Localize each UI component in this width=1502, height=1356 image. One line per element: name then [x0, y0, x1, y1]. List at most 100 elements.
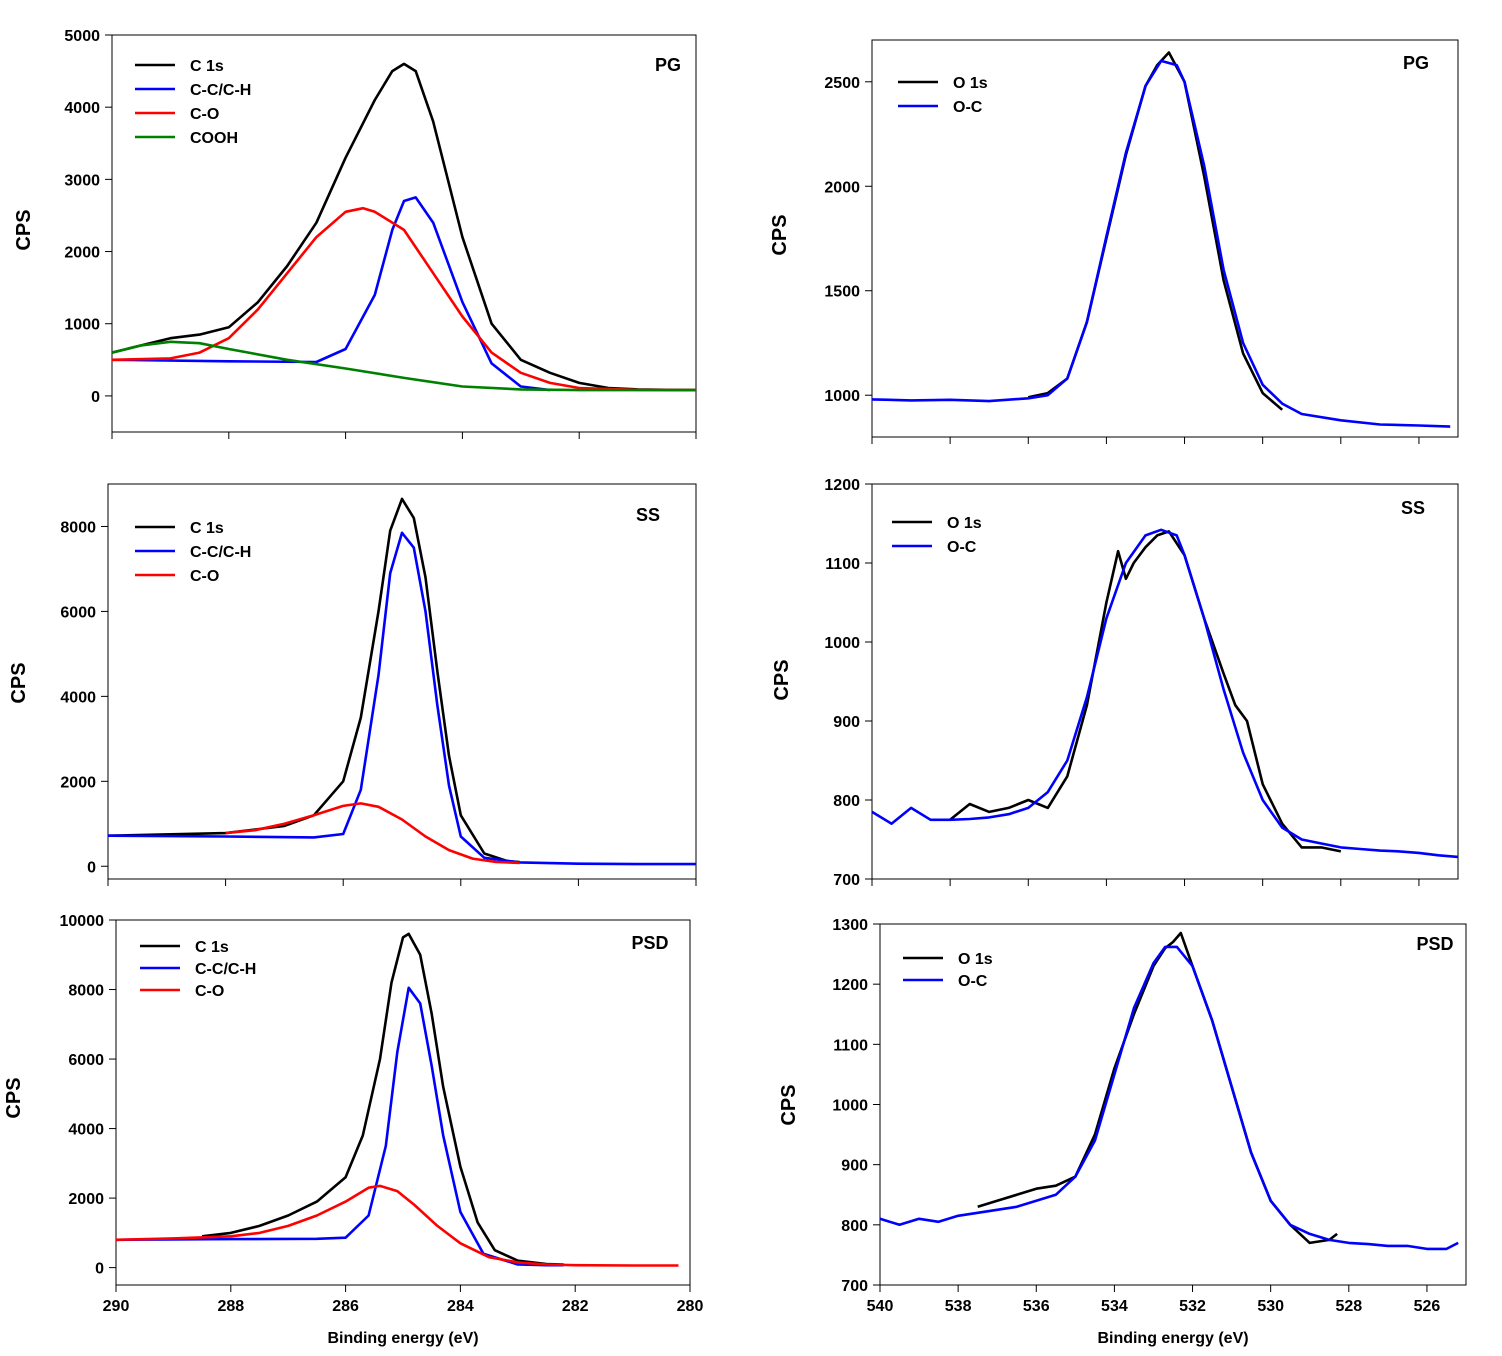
y-tick-label: 1300 [832, 917, 868, 934]
chart-panel-1: 1000 1500 2000 2500 CPS O 1s O-C PG [769, 39, 1459, 444]
panel-label: SS [1401, 498, 1425, 518]
series-line-c-1s [112, 62, 696, 392]
x-tick-label: 280 [677, 1298, 704, 1315]
plot-frame [115, 919, 691, 1286]
legend-label-c-c-c-h: C-C/C-H [190, 544, 251, 561]
y-tick-label: 3000 [64, 172, 100, 189]
y-tick-label: 6000 [60, 604, 96, 621]
panel-label: PG [1403, 53, 1429, 73]
series-line-c-c-c-h [112, 196, 551, 392]
y-axis-label: CPS [771, 659, 793, 700]
y-tick-label: 1100 [833, 1037, 868, 1054]
y-tick-label: 4000 [64, 100, 100, 117]
x-tick-label: 530 [1257, 1298, 1284, 1315]
legend-label-c-o: C-O [190, 106, 219, 123]
y-tick-label: 0 [87, 859, 96, 876]
chart-panel-5: 700 800 900 1000 1100 1200 1300 540 538 536 534 532… [778, 917, 1467, 1347]
x-tick-label: 528 [1335, 1298, 1362, 1315]
series-line-o-c [872, 59, 1451, 428]
x-tick-label: 282 [562, 1298, 589, 1315]
plot-frame [111, 34, 697, 433]
series-line-o-1s [949, 530, 1342, 853]
x-tick-label: 526 [1414, 1298, 1441, 1315]
series-line-o-c [872, 528, 1458, 859]
series-line-cooh [112, 340, 696, 392]
y-tick-label: 1100 [825, 556, 860, 573]
series-line-c-1s [108, 497, 520, 864]
y-tick-label: 5000 [64, 28, 100, 45]
y-axis-label: CPS [13, 209, 35, 250]
legend-label-o-1s: O 1s [947, 515, 982, 532]
legend-label-c-1s: C 1s [190, 58, 224, 75]
legend-label-c-c-c-h: C-C/C-H [195, 961, 256, 978]
y-tick-label: 1000 [824, 635, 860, 652]
y-tick-label: 6000 [68, 1052, 104, 1069]
panel-label: PSD [631, 933, 668, 953]
y-tick-label: 0 [95, 1261, 104, 1278]
y-tick-label: 8000 [60, 519, 96, 536]
chart-panel-2: 0 2000 4000 6000 8000 CPS C 1s C-C/C-H C-O SS [8, 483, 697, 886]
plot-frame [107, 483, 697, 880]
y-tick-label: 0 [91, 389, 100, 406]
y-tick-label: 2000 [64, 245, 100, 262]
series-line-c-1s [201, 932, 564, 1266]
series-line-c-c-c-h [116, 986, 564, 1267]
legend-label-o-c: O-C [958, 973, 988, 990]
legend-label-o-c: O-C [947, 539, 977, 556]
y-axis-label: CPS [778, 1084, 800, 1125]
y-axis-label: CPS [769, 214, 791, 255]
y-axis-label: CPS [8, 662, 30, 703]
series-line-c-o [225, 802, 520, 865]
plot-frame [871, 39, 1459, 438]
legend-label-c-o: C-O [195, 983, 224, 1000]
y-tick-label: 800 [841, 1218, 868, 1235]
y-tick-label: 2000 [68, 1191, 104, 1208]
y-tick-label: 1500 [824, 284, 860, 301]
x-tick-label: 540 [867, 1298, 894, 1315]
x-tick-label: 284 [447, 1298, 474, 1315]
panel-label: SS [636, 505, 660, 525]
y-tick-label: 1000 [832, 1098, 868, 1115]
y-tick-label: 4000 [60, 689, 96, 706]
y-tick-label: 800 [833, 793, 860, 810]
y-tick-label: 1000 [64, 317, 100, 334]
y-tick-label: 900 [841, 1158, 868, 1175]
series-line-c-o [112, 206, 696, 392]
x-tick-label: 538 [945, 1298, 972, 1315]
legend-label-cooh: COOH [190, 130, 238, 147]
legend-label-c-o: C-O [190, 568, 219, 585]
series-line-o-1s [977, 931, 1338, 1245]
y-tick-label: 2500 [824, 75, 860, 92]
x-tick-label: 286 [332, 1298, 359, 1315]
y-tick-label: 10000 [60, 913, 105, 930]
x-tick-label: 534 [1101, 1298, 1128, 1315]
series-line-o-c [880, 945, 1459, 1251]
y-tick-label: 900 [833, 714, 860, 731]
y-tick-label: 2000 [60, 774, 96, 791]
chart-panel-4: 0 2000 4000 6000 8000 10000 290 288 286 284 282 280… [3, 913, 703, 1347]
legend-label-o-c: O-C [953, 99, 983, 116]
y-tick-label: 700 [841, 1278, 868, 1295]
x-axis-label: Binding energy (eV) [1097, 1330, 1248, 1347]
legend-label-o-1s: O 1s [958, 951, 993, 968]
series-line-c-o [116, 1184, 679, 1267]
y-axis-label: CPS [3, 1077, 25, 1118]
series-line-c-c-c-h [108, 531, 696, 866]
y-tick-label: 1200 [832, 977, 868, 994]
y-tick-label: 8000 [68, 983, 104, 1000]
legend-label-c-c-c-h: C-C/C-H [190, 82, 251, 99]
legend-label-c-1s: C 1s [190, 520, 224, 537]
chart-panel-0: 0 1000 2000 3000 4000 5000 CPS C 1s C-C/C-H C-O CO… [13, 28, 697, 439]
legend-label-o-1s: O 1s [953, 75, 988, 92]
x-tick-label: 288 [217, 1298, 244, 1315]
series-line-o-1s [1028, 51, 1284, 411]
y-tick-label: 1200 [824, 477, 860, 494]
legend-label-c-1s: C 1s [195, 939, 229, 956]
chart-panel-3: 700 800 900 1000 1100 1200 CPS O 1s O-C SS [771, 477, 1459, 889]
y-tick-label: 1000 [824, 388, 860, 405]
y-tick-label: 700 [833, 872, 860, 889]
y-tick-label: 4000 [68, 1122, 104, 1139]
x-tick-label: 290 [103, 1298, 130, 1315]
plot-frame [871, 483, 1459, 880]
